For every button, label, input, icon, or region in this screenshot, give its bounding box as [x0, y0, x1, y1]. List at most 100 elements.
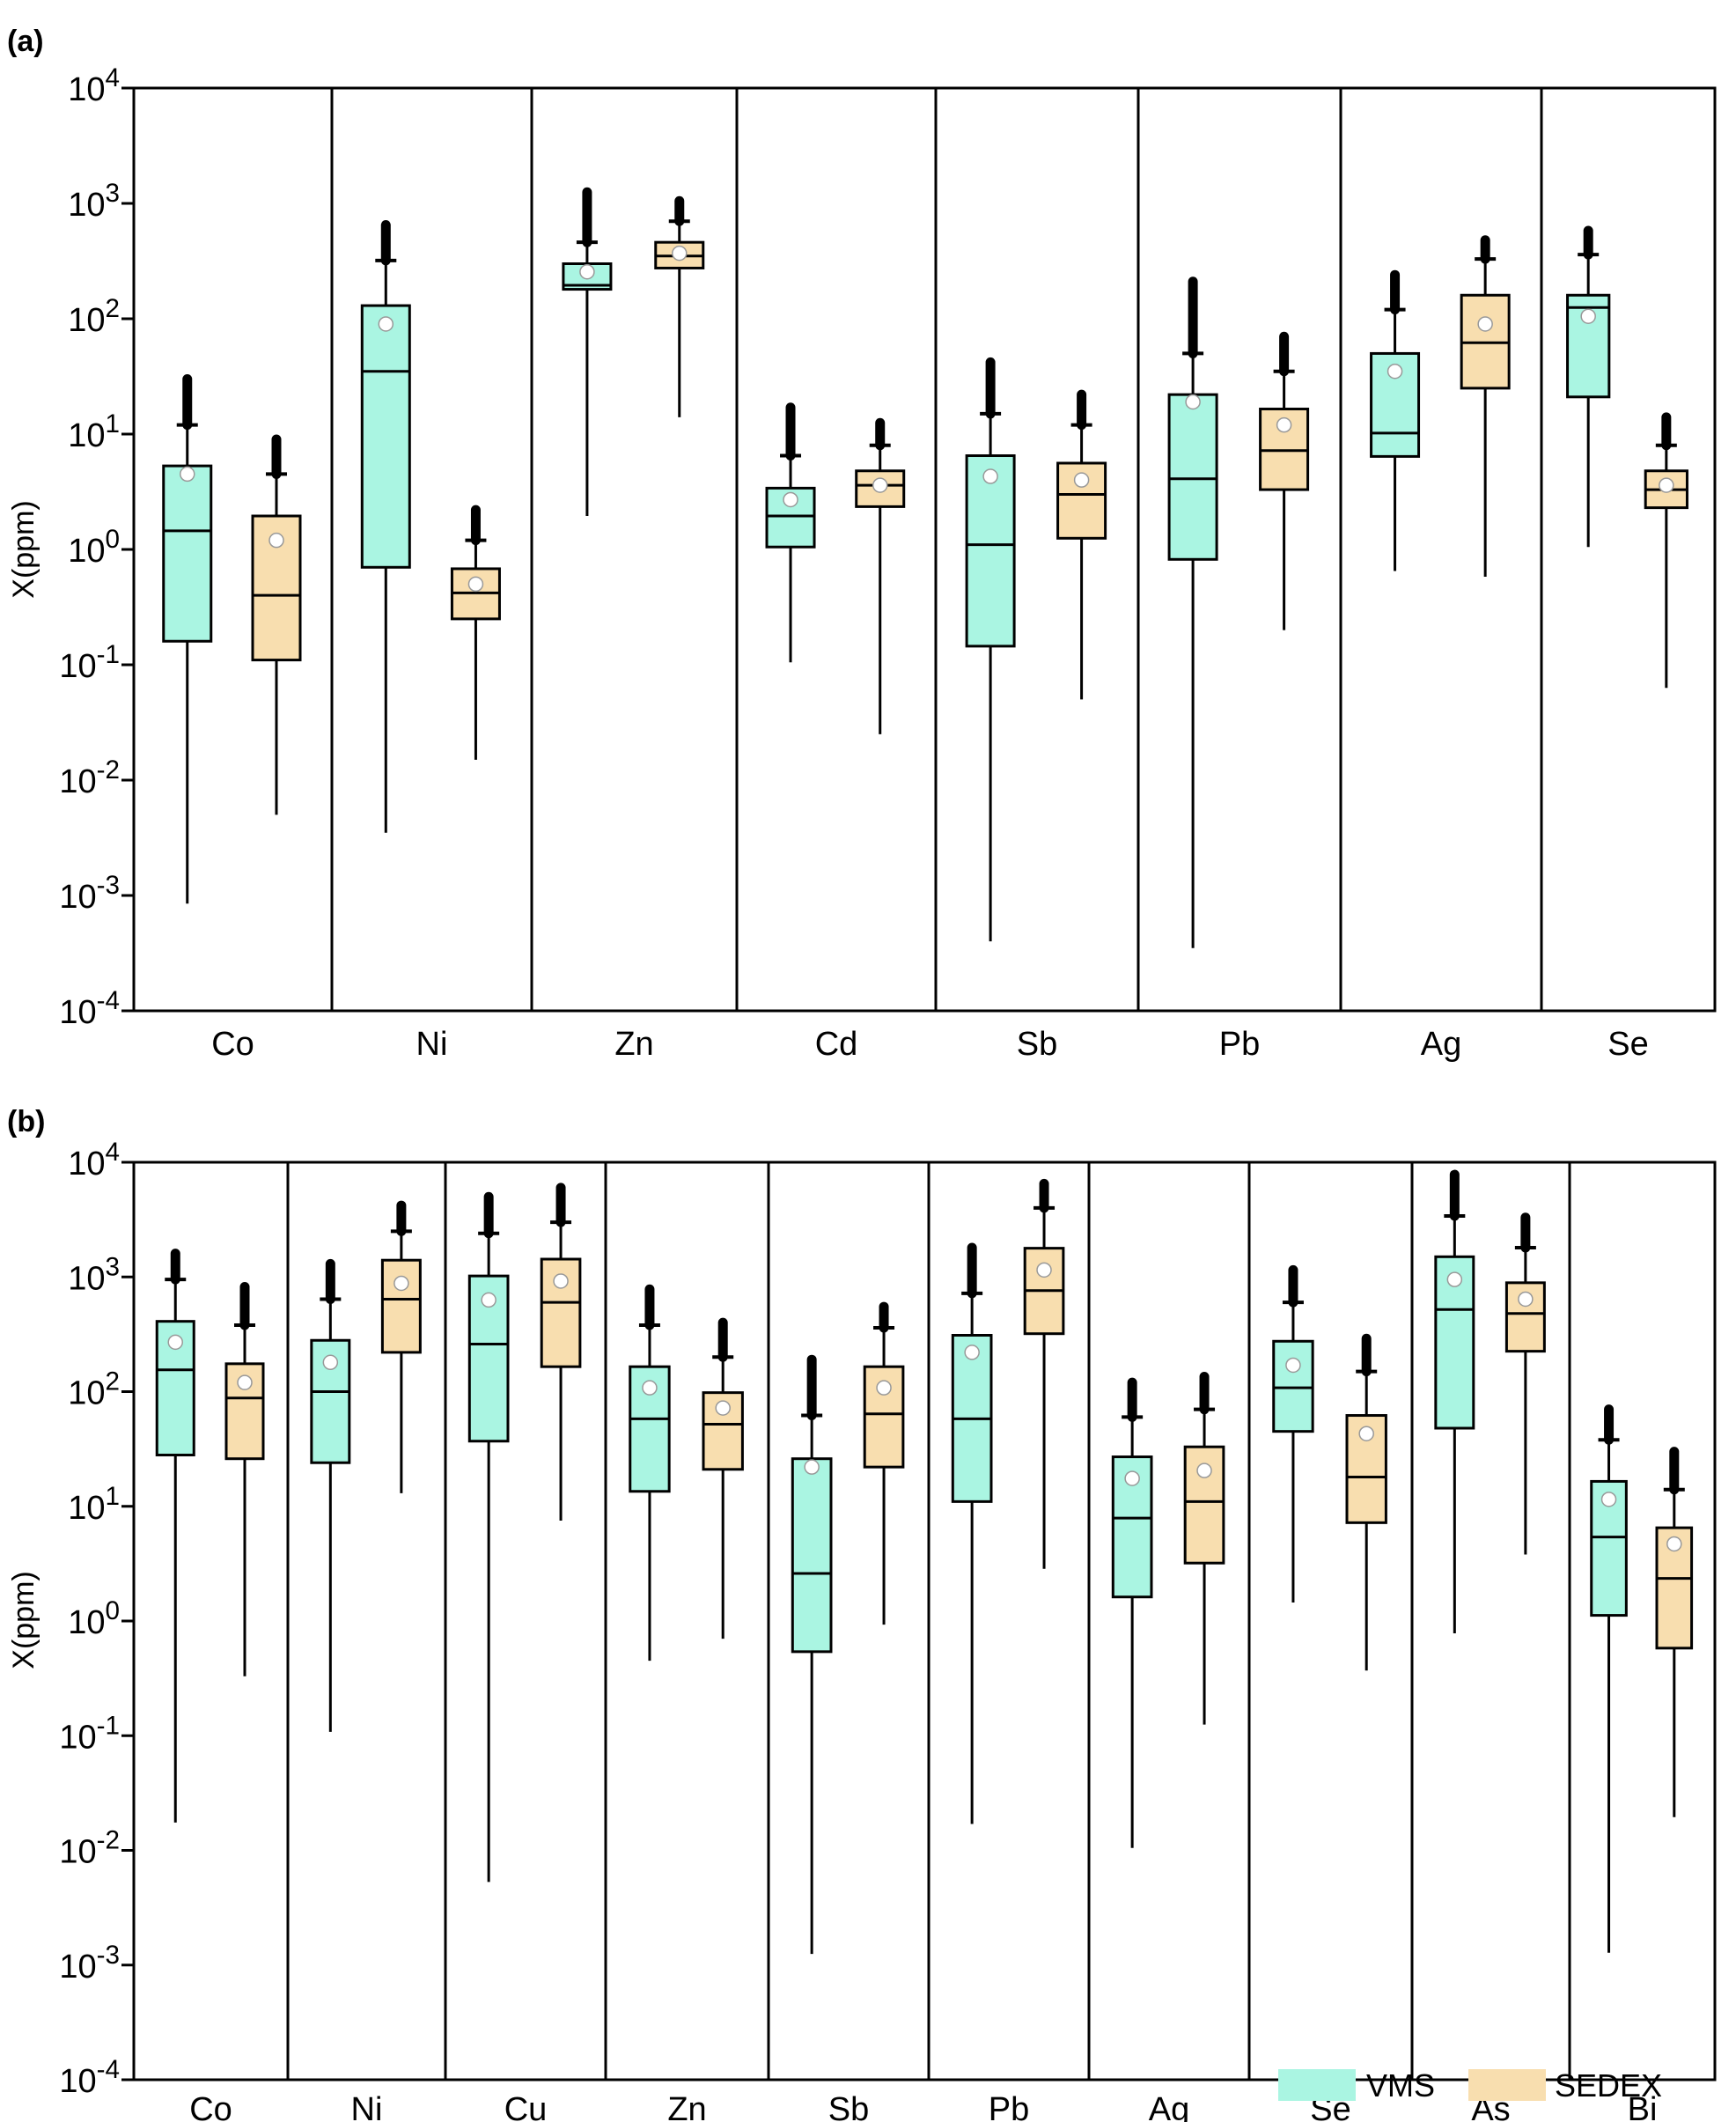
mean-marker — [1358, 1426, 1374, 1441]
y-tick-label: 102 — [68, 294, 120, 339]
mean-marker — [1477, 316, 1493, 332]
box-vms — [791, 1354, 833, 1955]
box-sedex — [702, 1317, 744, 1639]
box-sedex — [224, 1281, 265, 1676]
mean-marker — [1659, 477, 1674, 493]
category-label: Sb — [1017, 1026, 1057, 1063]
box-vms — [1590, 1404, 1628, 1953]
y-tick-base: 10 — [59, 2063, 96, 2100]
category-label: Ni — [351, 2091, 383, 2122]
y-tick-label: 100 — [68, 525, 120, 570]
mean-marker — [982, 468, 998, 484]
box-vms — [1111, 1377, 1153, 1848]
mean-marker — [672, 245, 688, 262]
box-vms — [951, 1242, 993, 1824]
y-tick-label: 103 — [68, 1252, 120, 1297]
box-sedex — [450, 505, 501, 760]
category-label: Se — [1607, 1026, 1648, 1063]
y-tick-base: 10 — [59, 879, 96, 916]
y-tick-base: 10 — [68, 1375, 105, 1412]
y-tick-label: 100 — [68, 1596, 120, 1641]
panel-a-label: (a) — [7, 25, 44, 58]
y-tick-base: 10 — [68, 1260, 105, 1297]
y-tick-exponent: -3 — [97, 871, 120, 900]
box-iqr — [791, 1457, 833, 1654]
y-tick-base: 10 — [59, 648, 96, 685]
y-tick-label: 104 — [68, 63, 120, 108]
y-tick-label: 101 — [68, 409, 120, 454]
y-tick-label: 10-3 — [59, 1941, 120, 1986]
mean-marker — [964, 1345, 980, 1360]
box-vms — [1272, 1264, 1314, 1603]
category-label: Pb — [1219, 1026, 1260, 1063]
mean-marker — [1073, 472, 1090, 488]
y-tick-label: 103 — [68, 179, 120, 224]
y-tick-label: 10-1 — [59, 640, 120, 685]
mean-marker — [1446, 1271, 1463, 1287]
category-label: Ag — [1149, 2091, 1189, 2122]
box-iqr — [965, 454, 1016, 648]
box-sedex — [1183, 1372, 1225, 1725]
y-tick-exponent: 4 — [106, 63, 120, 92]
category-label: Zn — [667, 2091, 706, 2122]
y-tick-base: 10 — [59, 1949, 96, 1986]
category-label: Ni — [416, 1026, 448, 1063]
category-label: Sb — [828, 2091, 869, 2122]
y-tick-base: 10 — [68, 302, 105, 339]
mean-marker — [872, 477, 888, 493]
mean-marker — [1185, 394, 1201, 410]
y-tick-exponent: -1 — [97, 1711, 120, 1740]
box-iqr — [1566, 293, 1611, 399]
y-tick-base: 10 — [68, 71, 105, 108]
box-sedex — [1460, 235, 1511, 577]
box-sedex — [540, 1183, 582, 1522]
y-tick-exponent: 3 — [106, 1252, 120, 1281]
y-tick-label: 10-4 — [59, 2055, 120, 2100]
y-tick-base: 10 — [68, 1146, 105, 1183]
panel-b-label: (b) — [7, 1105, 45, 1138]
box-sedex — [1655, 1447, 1694, 1817]
mean-marker — [553, 1273, 569, 1289]
y-tick-exponent: -2 — [97, 755, 120, 785]
y-tick-exponent: -2 — [97, 1826, 120, 1855]
box-sedex — [380, 1200, 422, 1493]
mean-marker — [642, 1380, 658, 1396]
box-iqr — [1167, 393, 1218, 561]
mean-marker — [1285, 1357, 1301, 1374]
box-iqr — [360, 304, 411, 569]
y-tick-base: 10 — [68, 1604, 105, 1641]
mean-marker — [237, 1374, 253, 1390]
y-tick-exponent: -1 — [97, 640, 120, 669]
category-label: Cu — [504, 2091, 548, 2122]
y-tick-base: 10 — [59, 994, 96, 1031]
mean-marker — [1518, 1291, 1534, 1308]
box-vms — [1566, 225, 1611, 548]
y-tick-label: 10-2 — [59, 755, 120, 800]
mean-marker — [180, 466, 195, 483]
box-iqr — [380, 1258, 422, 1354]
y-tick-exponent: 0 — [106, 525, 120, 554]
box-iqr — [162, 464, 213, 643]
y-tick-label: 10-2 — [59, 1826, 120, 1871]
box-iqr — [1272, 1339, 1314, 1433]
mean-marker — [1196, 1463, 1212, 1478]
box-vms — [965, 357, 1016, 942]
box-vms — [1167, 276, 1218, 948]
y-axis-title: X(ppm) — [7, 500, 40, 598]
category-label: Zn — [614, 1026, 653, 1063]
category-label: Ag — [1421, 1026, 1461, 1063]
y-axis-title: X(ppm) — [7, 1571, 40, 1669]
mean-marker — [1124, 1470, 1140, 1486]
y-tick-exponent: 2 — [106, 294, 120, 323]
legend-swatch-vms — [1278, 2069, 1356, 2101]
box-vms — [467, 1191, 510, 1883]
box-vms — [1434, 1169, 1475, 1634]
box-sedex — [1056, 389, 1107, 700]
y-tick-exponent: 1 — [106, 1482, 120, 1511]
box-sedex — [863, 1301, 905, 1625]
mean-marker — [268, 532, 284, 549]
category-label: Co — [211, 1026, 254, 1063]
box-iqr — [540, 1257, 582, 1368]
box-vms — [629, 1284, 671, 1661]
